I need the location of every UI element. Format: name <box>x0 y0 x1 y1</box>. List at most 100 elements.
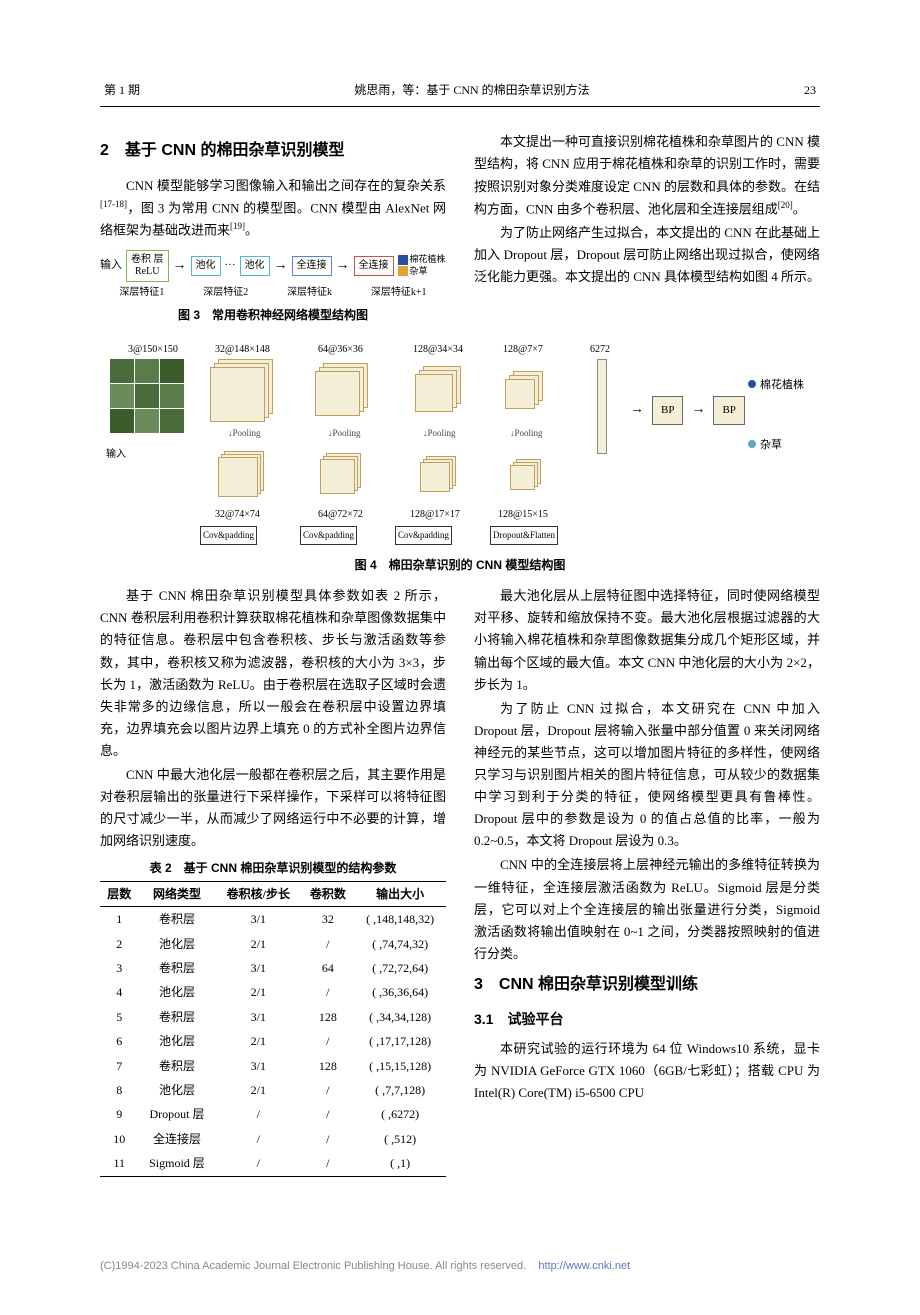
arrow-icon: → <box>274 254 288 278</box>
table-cell: Sigmoid 层 <box>139 1151 216 1176</box>
table-cell: 3 <box>100 956 139 980</box>
th-kernel: 卷积核/步长 <box>215 881 301 906</box>
sec2-para1: CNN 模型能够学习图像输入和输出之间存在的复杂关系[17-18]，图 3 为常… <box>100 175 446 242</box>
table-cell: Dropout 层 <box>139 1102 216 1126</box>
right-b-p3: CNN 中的全连接层将上层神经元输出的多维特征转换为一维特征，全连接层激活函数为… <box>474 854 820 964</box>
depth-k: 深层特征k <box>287 284 332 301</box>
table-cell: 6 <box>100 1029 139 1053</box>
figure-4: 3@150×150 输入 32@148×148 ↓Pooling 32@74×7… <box>100 341 820 575</box>
right-p2: 为了防止网络产生过拟合，本文提出的 CNN 在此基础上加入 Dropout 层，… <box>474 222 820 288</box>
table-cell: 2 <box>100 932 139 956</box>
table-cell: 2/1 <box>215 1029 301 1053</box>
table-cell: 卷积层 <box>139 1054 216 1078</box>
table-row: 8池化层2/1/( ,7,7,128) <box>100 1078 446 1102</box>
table-cell: 3/1 <box>215 1005 301 1029</box>
table-row: 1卷积层3/132( ,148,148,32) <box>100 907 446 932</box>
table-cell: 11 <box>100 1151 139 1176</box>
table-cell: / <box>301 980 354 1004</box>
table-cell: 3/1 <box>215 1054 301 1078</box>
th-layer: 层数 <box>100 881 139 906</box>
page-number: 23 <box>804 80 816 100</box>
left-col-top: 2 基于 CNN 的棉田杂草识别模型 CNN 模型能够学习图像输入和输出之间存在… <box>100 131 446 331</box>
arrow-icon: → <box>173 254 187 278</box>
table-cell: / <box>301 1127 354 1151</box>
fig4-l4: 64@36×36 <box>318 341 363 358</box>
fig4-diagram: 3@150×150 输入 32@148×148 ↓Pooling 32@74×7… <box>100 341 820 551</box>
fig3-input-label: 输入 <box>100 256 122 275</box>
footer-link[interactable]: http://www.cnki.net <box>538 1260 630 1272</box>
table-cell: ( ,1) <box>354 1151 446 1176</box>
fig4-l1: 3@150×150 <box>128 341 178 358</box>
dot-cotton-icon <box>748 380 756 388</box>
arrow-icon: → <box>336 254 350 278</box>
figure-3: 输入 卷积 层ReLU → 池化 ··· 池化 → 全连接 → 全连接 棉花植株… <box>100 250 446 301</box>
pool-arrow-1: ↓Pooling <box>228 426 261 441</box>
table-cell: 32 <box>301 907 354 932</box>
right-p1b: 。 <box>793 201 806 216</box>
table-cell: 2/1 <box>215 932 301 956</box>
legend-cotton-icon <box>398 255 408 265</box>
fig4-l7: 128@17×17 <box>410 506 460 523</box>
right-p1a: 本文提出一种可直接识别棉花植株和杂草图片的 CNN 模型结构，将 CNN 应用于… <box>474 134 820 216</box>
table-cell: 2/1 <box>215 980 301 1004</box>
table-cell: / <box>301 1102 354 1126</box>
table-cell: 8 <box>100 1078 139 1102</box>
section-3-title: 3 CNN 棉田杂草识别模型训练 <box>474 971 820 998</box>
table-cell: 4 <box>100 980 139 1004</box>
page-footer: (C)1994-2023 China Academic Journal Elec… <box>100 1257 820 1276</box>
table-row: 4池化层2/1/( ,36,36,64) <box>100 980 446 1004</box>
table-row: 10全连接层//( ,512) <box>100 1127 446 1151</box>
bottom-columns: 基于 CNN 棉田杂草识别模型具体参数如表 2 所示，CNN 卷积层利用卷积计算… <box>100 585 820 1176</box>
table-cell: 卷积层 <box>139 1005 216 1029</box>
table-cell: ( ,15,15,128) <box>354 1054 446 1078</box>
legend-cotton: 棉花植株 <box>410 254 446 264</box>
cite-17-18: [17-18] <box>100 199 127 209</box>
table-cell: 7 <box>100 1054 139 1078</box>
table-cell: 128 <box>301 1005 354 1029</box>
table-cell: 5 <box>100 1005 139 1029</box>
issue-number: 第 1 期 <box>104 80 140 100</box>
fig4-fc: 6272 <box>590 341 610 358</box>
page-header: 第 1 期 姚思雨，等：基于 CNN 的棉田杂草识别方法 23 <box>100 80 820 100</box>
top-columns: 2 基于 CNN 的棉田杂草识别模型 CNN 模型能够学习图像输入和输出之间存在… <box>100 131 820 331</box>
table-cell: ( ,17,17,128) <box>354 1029 446 1053</box>
footer-text: (C)1994-2023 China Academic Journal Elec… <box>100 1260 526 1272</box>
sec2-p1c: 。 <box>245 222 258 237</box>
depth-k1: 深层特征k+1 <box>371 284 427 301</box>
cov-1: Cov&padding <box>200 526 257 545</box>
fig3-caption: 图 3 常用卷积神经网络模型结构图 <box>100 305 446 325</box>
table-cell: 2/1 <box>215 1078 301 1102</box>
pool-arrow-4: ↓Pooling <box>510 426 543 441</box>
dropout-label: Dropout&Flatten <box>490 526 558 545</box>
table-cell: ( ,512) <box>354 1127 446 1151</box>
legend-weed: 杂草 <box>410 266 428 276</box>
section-3-1-title: 3.1 试验平台 <box>474 1008 820 1032</box>
table-cell: / <box>301 1078 354 1102</box>
sec2-p1a: CNN 模型能够学习图像输入和输出之间存在的复杂关系 <box>126 178 446 193</box>
table-header-row: 层数 网络类型 卷积核/步长 卷积数 输出大小 <box>100 881 446 906</box>
table-cell: ( ,148,148,32) <box>354 907 446 932</box>
cov-2: Cov&padding <box>300 526 357 545</box>
th-output: 输出大小 <box>354 881 446 906</box>
table-cell: 128 <box>301 1054 354 1078</box>
th-count: 卷积数 <box>301 881 354 906</box>
table-cell: 1 <box>100 907 139 932</box>
dot-weed-icon <box>748 440 756 448</box>
right-b-p2: 为了防止 CNN 过拟合，本文研究在 CNN 中加入 Dropout 层，Dro… <box>474 698 820 853</box>
table-row: 11Sigmoid 层//( ,1) <box>100 1151 446 1176</box>
fc-rect-1 <box>597 359 607 454</box>
header-rule <box>100 106 820 107</box>
table-cell: 全连接层 <box>139 1127 216 1151</box>
fig4-l9: 128@15×15 <box>498 506 548 523</box>
cite-19: [19] <box>230 221 245 231</box>
fig4-l6: 128@34×34 <box>413 341 463 358</box>
ellipsis: ··· <box>225 256 236 275</box>
table-cell: 10 <box>100 1127 139 1151</box>
pool-arrow-3: ↓Pooling <box>423 426 456 441</box>
table-cell: / <box>301 1029 354 1053</box>
table-cell: 3/1 <box>215 907 301 932</box>
fig3-fc-box-2: 全连接 <box>354 256 394 276</box>
bp-chain: → BP → BP <box>630 396 745 425</box>
depth-1: 深层特征1 <box>119 284 164 301</box>
table-row: 7卷积层3/1128( ,15,15,128) <box>100 1054 446 1078</box>
